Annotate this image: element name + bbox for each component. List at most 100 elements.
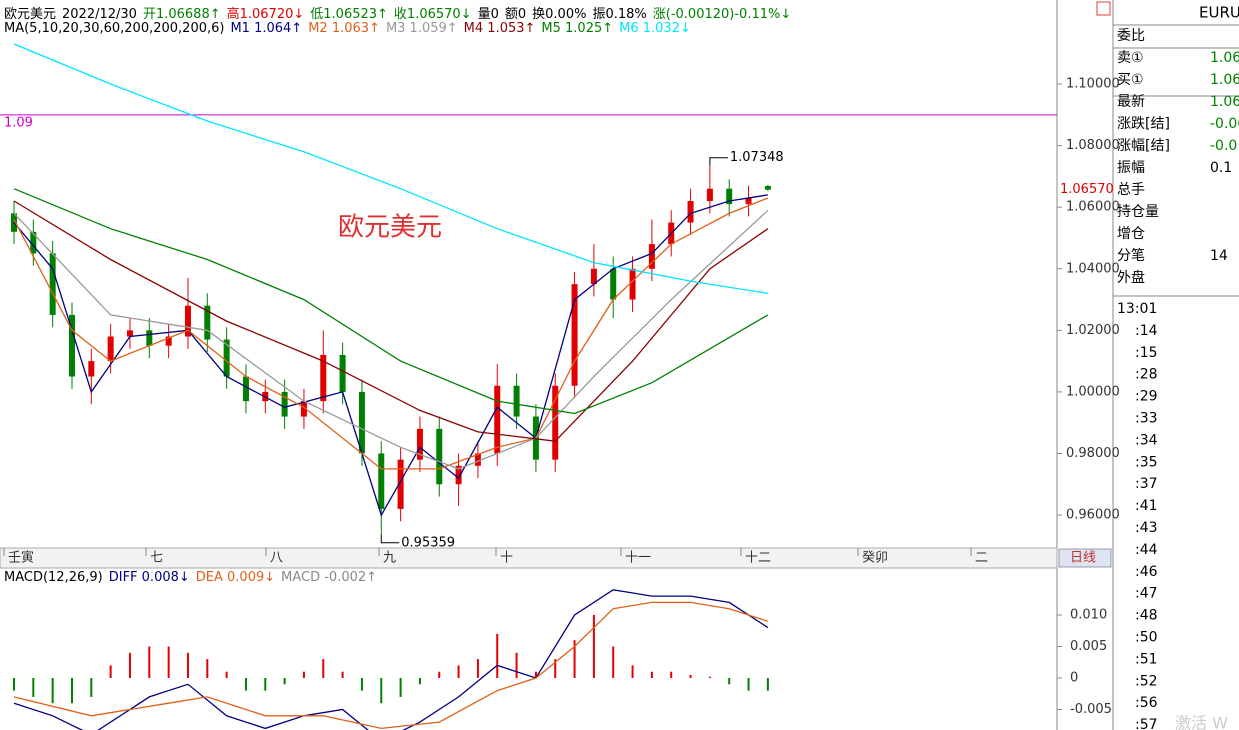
period-button[interactable] (1058, 548, 1112, 568)
candle-body (107, 336, 114, 362)
candle-body (223, 339, 230, 377)
candle-body (126, 330, 133, 337)
y-tick-label: 1.06000 (1066, 200, 1120, 215)
candle-body (474, 453, 481, 466)
tick-time: :29 (1135, 389, 1158, 405)
period-label: 日线 (1070, 551, 1096, 566)
legend-item: M6 1.032↓ (619, 21, 691, 36)
reference-label: 1.09 (4, 115, 33, 130)
line-series (13, 188, 769, 415)
tick-time: :56 (1135, 695, 1158, 711)
x-tick-label: 十一 (625, 551, 651, 566)
panel-value: -0.0 (1210, 138, 1237, 154)
price-plot (0, 43, 1057, 535)
candle-body (11, 213, 17, 232)
tick-time: :57 (1135, 717, 1158, 730)
candle-body (49, 253, 56, 315)
candle-body (629, 268, 636, 300)
annotation-bracket (380, 534, 400, 544)
y-tick-label: 1.00000 (1066, 384, 1120, 399)
annotation-bracket (709, 157, 728, 166)
candle-body (281, 391, 288, 417)
tick-time: :48 (1135, 608, 1158, 624)
tick-time: :28 (1135, 367, 1158, 383)
window-icon[interactable] (1096, 1, 1111, 16)
panel-label: 总手 (1117, 182, 1145, 198)
candle-body (68, 314, 75, 377)
candle-body (610, 268, 617, 300)
high-annotation: 1.07348 (730, 150, 784, 165)
candle-body (726, 188, 733, 205)
y-tick-label: 0.005 (1070, 639, 1107, 654)
quote-item: 收1.06570↓ (393, 7, 472, 22)
quote-item: 开1.06688↑ (142, 7, 221, 22)
panel-label: 涨幅[结] (1117, 138, 1170, 154)
candle-body (397, 459, 404, 509)
candle-body (184, 305, 191, 337)
candle-body (513, 385, 520, 417)
tick-time: :52 (1135, 673, 1158, 689)
y-tick-label: 0.98000 (1066, 446, 1120, 461)
candle-body (416, 428, 423, 460)
candle-body (494, 385, 501, 454)
tick-time: :35 (1135, 454, 1158, 470)
panel-label: 持仓量 (1117, 204, 1159, 220)
tick-time: :34 (1135, 432, 1158, 448)
x-tick-label: 十二 (745, 551, 771, 566)
panel-label: 分笔 (1117, 248, 1145, 264)
candle-body (648, 244, 655, 269)
watermark: 激活 W (1175, 714, 1228, 730)
candle-body (745, 197, 752, 205)
candle-body (146, 330, 153, 346)
panel-value: -0.00 (1210, 116, 1239, 132)
quote-item: 量0 (477, 7, 499, 22)
quote-item: 高1.06720↓ (226, 7, 305, 22)
y-tick-label: 1.04000 (1066, 261, 1120, 276)
x-tick-label: 七 (150, 551, 163, 566)
x-tick-label: 八 (270, 551, 283, 566)
candle-body (358, 391, 365, 454)
legend-item: DIFF 0.008↓ (108, 570, 190, 585)
legend-item: M3 1.059↑ (385, 21, 458, 36)
tick-time: :41 (1135, 498, 1158, 514)
panel-label: 增仓 (1117, 226, 1145, 242)
quote-item: 2022/12/30 (62, 7, 137, 22)
panel-label: 外盘 (1117, 269, 1145, 286)
low-annotation: 0.95359 (401, 535, 455, 550)
legend-item: M5 1.025↑ (541, 21, 614, 36)
tick-time: :44 (1135, 542, 1158, 558)
candle-body (455, 465, 462, 485)
quote-item: 涨(-0.00120)-0.11%↓ (652, 7, 792, 22)
candle-body (571, 284, 578, 386)
ma-legend: MA(5,10,20,30,60,200,200,200,6) M1 1.064↑… (4, 21, 697, 36)
y-tick-label: 1.10000 (1066, 77, 1120, 92)
candle-body (165, 336, 172, 346)
line-series (13, 43, 769, 295)
panel-value: 14 (1210, 248, 1228, 264)
x-tick-label: 九 (383, 551, 396, 566)
y-tick-label: 0 (1070, 671, 1078, 686)
tick-time: :33 (1135, 411, 1158, 427)
line-series (13, 200, 769, 442)
tick-time: 13:01 (1117, 301, 1157, 317)
candle-body (204, 305, 211, 340)
tick-time: :46 (1135, 564, 1158, 580)
tick-time: :47 (1135, 586, 1158, 602)
tick-time: :50 (1135, 630, 1158, 646)
line-series (13, 601, 769, 730)
last-price-label: 1.06570 (1060, 182, 1114, 197)
tick-time: :14 (1135, 323, 1158, 339)
line-series (13, 209, 769, 470)
legend-item: M4 1.053↑ (463, 21, 536, 36)
x-tick-label: 壬寅 (8, 550, 34, 566)
candle-body (706, 188, 713, 202)
candle-body (436, 428, 443, 485)
tick-time: :15 (1135, 345, 1158, 361)
candle-body (88, 361, 95, 377)
quote-item: 换0.00% (532, 7, 587, 22)
candle-body (590, 268, 597, 285)
legend-item: MACD -0.002↑ (281, 570, 378, 585)
macd-legend: MACD(12,26,9) DIFF 0.008↓ DEA 0.009↓ MACD -… (4, 570, 383, 585)
